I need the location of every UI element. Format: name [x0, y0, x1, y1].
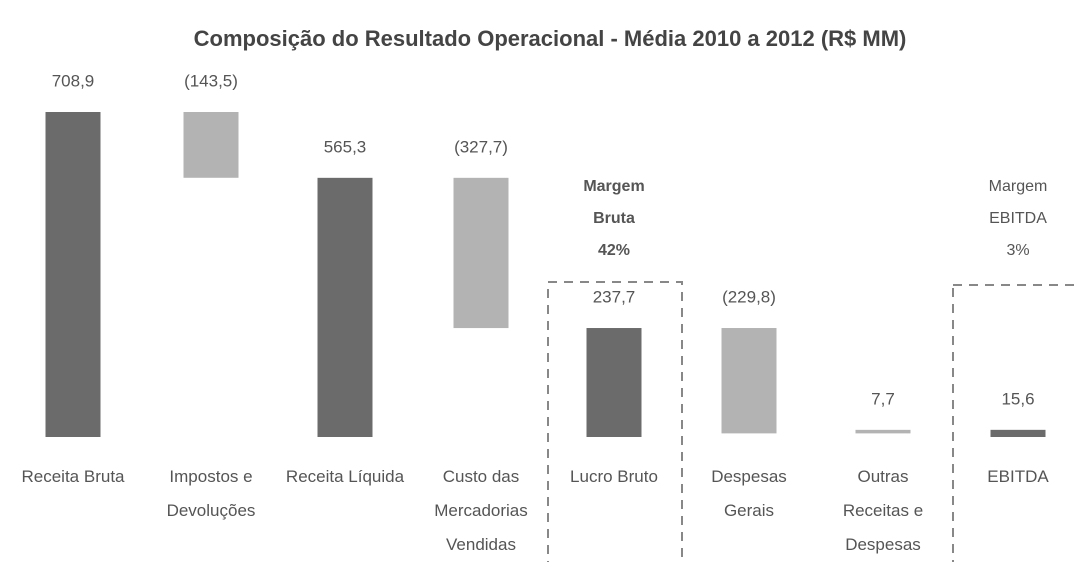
x-tick-label-line: Despesas	[711, 467, 787, 486]
annotation: Bruta	[593, 210, 635, 227]
x-tick-label-line: Despesas	[845, 535, 921, 554]
bar	[990, 429, 1046, 437]
x-tick-label: Receita Bruta	[22, 467, 126, 486]
x-tick-label: Outras Receitas e Despesas	[843, 467, 923, 554]
x-tick-label-line: Receita Líquida	[286, 467, 405, 486]
bar	[721, 328, 777, 434]
annotation: Margem	[989, 178, 1048, 195]
x-tick-label-line: Vendidas	[446, 535, 516, 554]
data-label: (143,5)	[184, 71, 238, 90]
data-label: 7,7	[871, 389, 895, 408]
x-tick-label-line: EBITDA	[987, 467, 1049, 486]
bar	[317, 177, 373, 437]
x-tick-label: Impostos e Devoluções	[167, 467, 256, 520]
x-tick-label: Custo das Mercadorias Vendidas	[434, 467, 528, 554]
x-tick-label-line: Mercadorias	[434, 501, 528, 520]
x-tick-label-line: Gerais	[724, 501, 774, 520]
x-tick-label-line: Impostos e	[169, 467, 252, 486]
x-tick-label: EBITDA	[987, 467, 1049, 486]
bar	[855, 429, 911, 434]
x-tick-label-line: Lucro Bruto	[570, 467, 658, 486]
data-label: (327,7)	[454, 137, 508, 156]
data-label: 565,3	[324, 137, 367, 156]
annotation: 42%	[598, 242, 630, 259]
x-tick-label-line: Outras	[857, 467, 908, 486]
highlight-box	[952, 284, 1077, 567]
x-tick-label: Despesas Gerais	[711, 467, 787, 520]
x-tick-label-line: Receita Bruta	[22, 467, 126, 486]
annotation: EBITDA	[989, 210, 1047, 227]
data-label: (229,8)	[722, 288, 776, 307]
x-tick-label: Receita Líquida	[286, 467, 405, 486]
annotation: Margem	[583, 178, 644, 195]
data-label: 237,7	[593, 288, 636, 307]
x-tick-label: Lucro Bruto	[570, 467, 658, 486]
bar	[183, 112, 239, 178]
bar	[45, 112, 101, 437]
bar	[586, 328, 642, 437]
x-tick-label-line: Receitas e	[843, 501, 923, 520]
x-tick-label-line: Devoluções	[167, 501, 256, 520]
chart-title: Composição do Resultado Operacional - Mé…	[194, 26, 907, 51]
bar	[453, 177, 509, 329]
annotation: 3%	[1006, 242, 1029, 259]
data-label: 708,9	[52, 71, 95, 90]
x-tick-label-line: Custo das	[443, 467, 520, 486]
highlight-box	[547, 281, 683, 567]
data-label: 15,6	[1001, 389, 1034, 408]
